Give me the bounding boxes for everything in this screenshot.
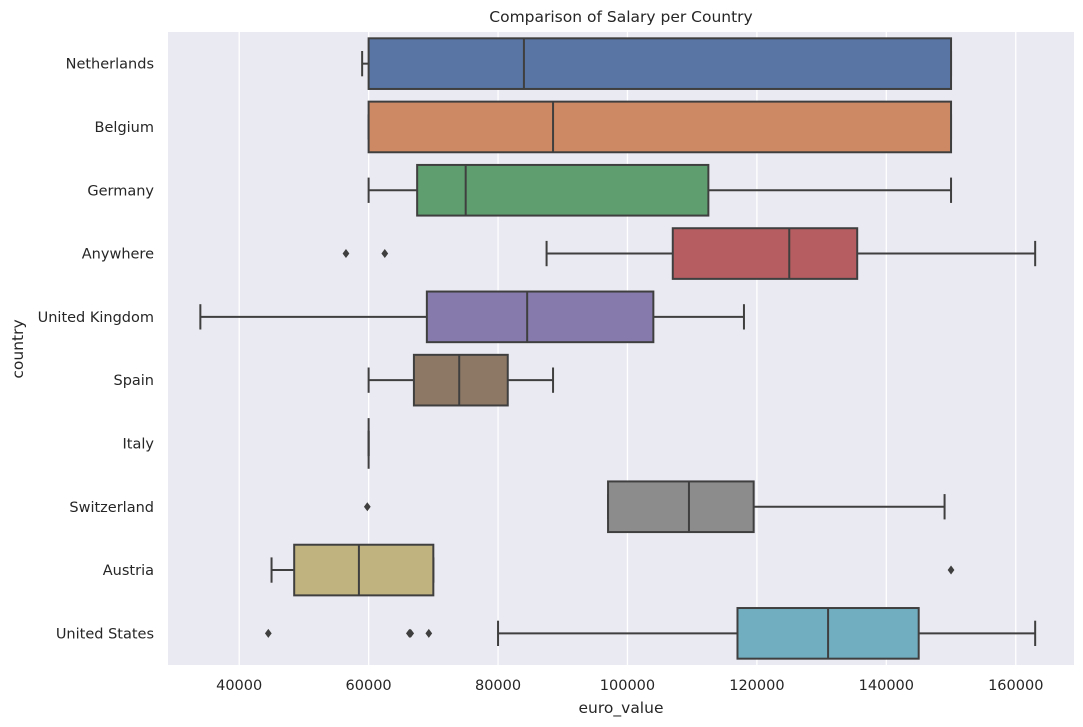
iqr-box	[412, 353, 509, 407]
box-netherlands	[361, 37, 953, 90]
y-tick-label: Spain	[113, 373, 154, 389]
box-spain	[367, 353, 555, 407]
x-tick-label: 140000	[859, 678, 914, 694]
outlier-point	[407, 628, 415, 638]
x-tick-label: 80000	[475, 678, 521, 694]
iqr-box	[293, 543, 435, 597]
box-anywhere	[342, 227, 1037, 280]
outlier-point	[381, 249, 389, 259]
y-tick-label: Germany	[87, 183, 154, 199]
y-tick-labels: Netherlands Belgium Germany Anywhere United …	[38, 57, 155, 643]
iqr-box	[367, 100, 953, 154]
y-tick-label: Italy	[123, 436, 155, 452]
x-tick-label: 100000	[600, 678, 655, 694]
y-axis-title: country	[9, 319, 27, 378]
iqr-box	[607, 480, 755, 534]
box-belgium	[367, 100, 953, 154]
iqr-box	[425, 290, 655, 344]
y-tick-label: Anywhere	[82, 247, 154, 263]
x-tick-label: 60000	[346, 678, 392, 694]
y-tick-label: Austria	[103, 563, 154, 579]
box-united-kingdom	[199, 290, 745, 344]
y-tick-label: Switzerland	[69, 500, 154, 516]
iqr-box	[671, 227, 859, 280]
x-tick-label: 160000	[988, 678, 1043, 694]
x-axis-title: euro_value	[579, 699, 664, 718]
outlier-point	[264, 628, 272, 638]
y-tick-label: United Kingdom	[38, 310, 154, 326]
outlier-point	[947, 565, 955, 575]
y-tick-label: Belgium	[95, 120, 154, 136]
outlier-point	[363, 502, 371, 512]
y-tick-label: United States	[56, 626, 154, 642]
x-tick-labels: 40000 60000 80000 100000 120000 140000 160000	[216, 678, 1043, 694]
x-tick-label: 120000	[729, 678, 784, 694]
chart-title: Comparison of Salary per Country	[489, 8, 752, 26]
box-switzerland	[363, 480, 946, 534]
y-tick-label: Netherlands	[66, 57, 154, 73]
boxes	[199, 37, 1037, 660]
outlier-point	[425, 628, 433, 638]
iqr-box	[416, 163, 710, 217]
x-tick-label: 40000	[216, 678, 262, 694]
box-united-states	[264, 607, 1037, 660]
iqr-box	[367, 37, 953, 90]
box-germany	[367, 163, 953, 217]
box-austria	[270, 543, 955, 597]
outlier-point	[342, 249, 350, 259]
